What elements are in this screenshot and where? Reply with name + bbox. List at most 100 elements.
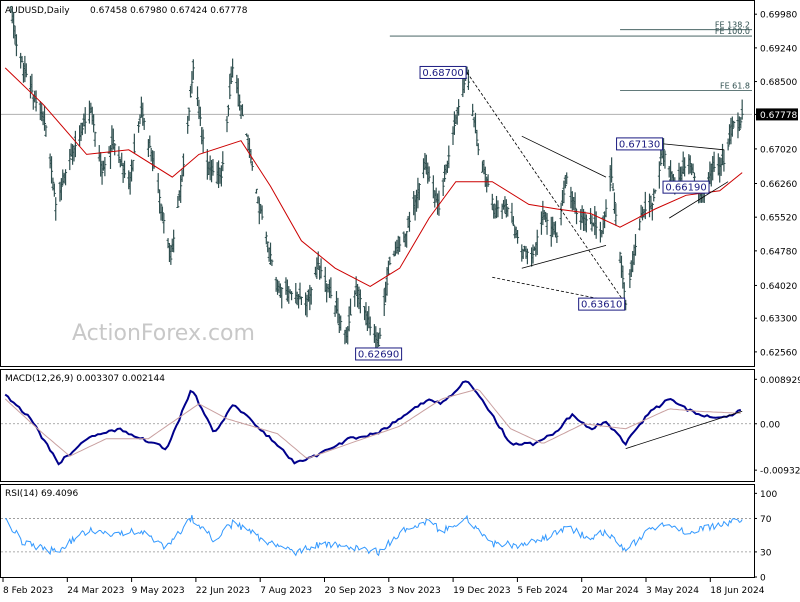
candle [628,269,632,289]
candle [531,244,535,264]
price-axis-label: 0.69240 [760,44,797,54]
macd-signal-line [4,388,741,459]
candle [657,161,661,189]
candle [471,103,475,117]
candle [612,192,616,214]
candle [559,202,563,226]
candle [504,199,508,218]
candle [563,175,567,189]
candle [633,234,637,256]
candle [506,206,510,217]
candle [83,107,87,134]
candle [158,189,162,214]
candle [221,151,225,172]
candle [427,166,431,182]
candle [103,157,107,177]
candle [562,180,566,204]
fib-level-label: FE 138.2 [715,21,750,30]
candle [54,197,58,221]
candle [726,138,730,151]
candle [14,34,18,57]
date-axis-label: 5 Feb 2024 [517,586,568,596]
candle [555,232,559,244]
candle [349,298,353,316]
trendline [668,181,729,219]
candle [545,213,549,235]
candle [50,156,54,184]
candle [187,107,191,121]
candle [229,66,233,85]
candle [368,316,372,336]
candle [254,188,258,194]
candle [191,59,195,80]
candle [264,231,268,245]
last-price-marker [756,108,798,121]
candle [683,157,687,177]
rsi-axis-label: 70 [760,515,772,525]
candle [739,117,743,129]
price-axis-label: 0.66260 [760,180,797,190]
candle [226,104,230,117]
candle [319,258,323,279]
candle [475,129,479,147]
candle [525,248,529,265]
candle [618,251,622,264]
annotation-box [662,180,710,194]
price-annotation: 0.67130 [616,137,664,151]
candle [614,203,618,226]
price-annotation: 0.66190 [662,180,710,194]
candle [200,127,204,145]
candle [93,131,97,147]
price-axis-label: 0.64020 [760,282,797,292]
rsi-axis-label: 30 [760,548,772,558]
candle [398,236,402,252]
candle [516,229,520,244]
candle [30,73,34,94]
candle [511,216,515,227]
candle [417,183,421,201]
candle [652,188,656,202]
date-axis-label: 18 Jun 2024 [710,586,764,596]
symbol-label: AUDUSD,Daily [5,6,70,16]
rsi-axis-label: 100 [760,490,777,500]
rsi-line [4,514,743,557]
candle [382,288,386,317]
candle [688,155,692,174]
candle [290,291,294,301]
annotation-box [578,297,626,311]
candle [496,200,500,218]
candle [137,121,141,133]
candle [269,242,273,265]
price-axis-label: 0.65520 [760,214,797,224]
rsi-title: RSI(14) 69.4096 [5,489,78,499]
candle [256,196,260,204]
candle [160,206,164,222]
candle [573,192,577,214]
moving-average-line [4,67,743,287]
candle [198,106,202,127]
annotation-label: 0.62690 [358,349,399,360]
candle [172,229,176,253]
candle [392,250,396,257]
candle [476,143,480,156]
candle [280,287,284,309]
candle [466,69,470,90]
candle [240,104,244,117]
macd-line [4,380,742,466]
candle [24,63,28,78]
candle [132,133,136,153]
candle [492,203,496,219]
price-axis-label: 0.68500 [760,78,797,88]
candle [443,164,447,182]
date-axis-label: 22 Jun 2023 [196,586,250,596]
candle [483,166,487,187]
candle [189,85,193,98]
date-axis-label: 3 Nov 2023 [389,586,441,596]
candle [148,135,152,149]
candle [131,159,135,172]
candle [123,160,127,179]
rsi-axis-label: 0 [760,574,766,584]
date-axis-label: 9 May 2023 [132,586,185,596]
candle [73,130,77,158]
